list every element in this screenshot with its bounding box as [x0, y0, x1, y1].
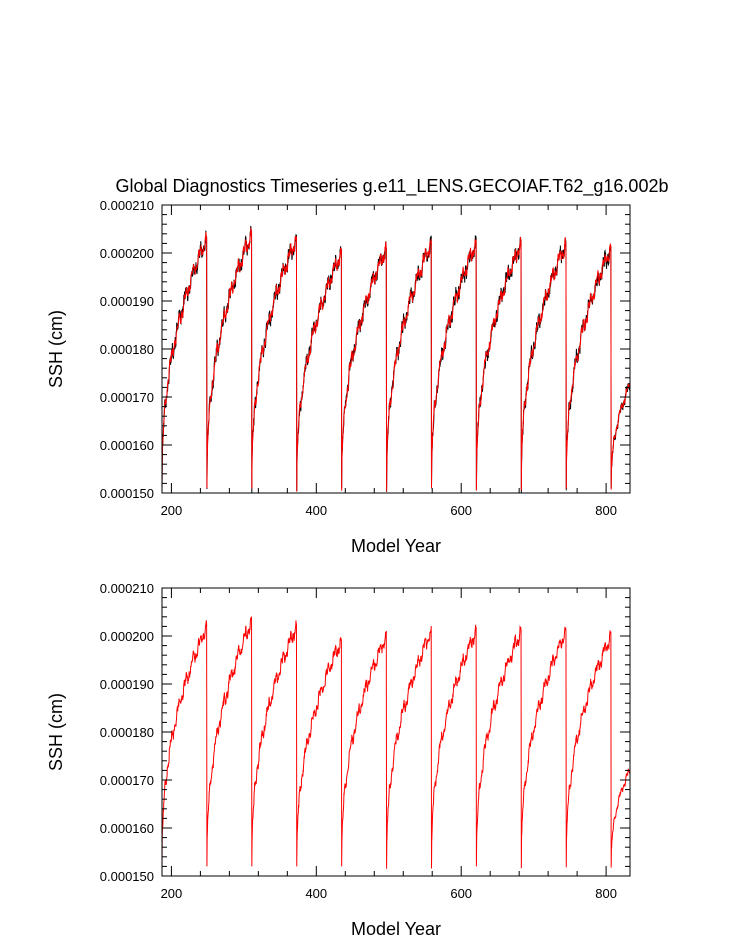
x-tick-label: 200 — [161, 886, 183, 901]
plot-frame — [161, 204, 631, 494]
y-tick-label: 0.000150 — [100, 486, 154, 501]
x-tick-label: 400 — [305, 503, 327, 518]
y-tick-label: 0.000200 — [100, 246, 154, 261]
series-line-red — [162, 616, 630, 869]
y-tick-label: 0.000190 — [100, 677, 154, 692]
y-tick-label: 0.000210 — [100, 581, 154, 596]
chart-title: Global Diagnostics Timeseries g.e11_LENS… — [116, 176, 669, 197]
x-tick-label: 800 — [595, 503, 617, 518]
y-tick-label: 0.000190 — [100, 294, 154, 309]
y-tick-label: 0.000160 — [100, 821, 154, 836]
series-line-red — [162, 227, 630, 492]
x-tick-label: 600 — [450, 503, 472, 518]
bottom-panel: 200 400 600 800 0.000150 0.000160 0.000170 0.00… — [46, 581, 631, 939]
y-tick-label: 0.000200 — [100, 629, 154, 644]
x-tick-label: 800 — [595, 886, 617, 901]
plot-frame — [161, 587, 631, 877]
y-tick-label: 0.000160 — [100, 438, 154, 453]
y-tick-label: 0.000150 — [100, 869, 154, 884]
x-tick-label: 400 — [305, 886, 327, 901]
x-axis-label: Model Year — [351, 536, 441, 556]
x-tick-label: 600 — [450, 886, 472, 901]
y-tick-label: 0.000170 — [100, 390, 154, 405]
y-tick-label: 0.000170 — [100, 773, 154, 788]
y-tick-label: 0.000180 — [100, 342, 154, 357]
y-axis-label: SSH (cm) — [46, 693, 66, 771]
y-tick-label: 0.000210 — [100, 198, 154, 213]
x-tick-label: 200 — [161, 503, 183, 518]
x-axis-label: Model Year — [351, 919, 441, 939]
y-axis-label: SSH (cm) — [46, 310, 66, 388]
top-panel: 200 400 600 800 0.000150 0.000160 0.000170 0.00… — [46, 198, 631, 556]
y-tick-label: 0.000180 — [100, 725, 154, 740]
